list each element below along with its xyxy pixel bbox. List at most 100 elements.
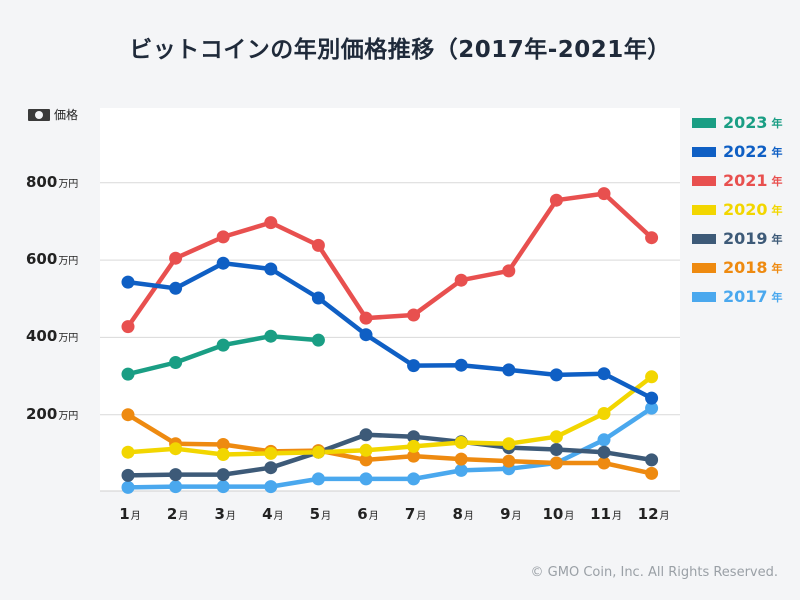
data-point-2021 — [454, 273, 468, 287]
data-point-2023 — [311, 333, 325, 347]
data-point-2018 — [407, 449, 421, 463]
data-point-2017 — [597, 433, 611, 447]
x-tick-label: 7月 — [404, 505, 427, 523]
series-line-2019 — [125, 432, 654, 478]
data-point-2023 — [121, 367, 135, 381]
data-point-2022 — [121, 275, 135, 289]
legend-year: 2019 — [723, 229, 768, 248]
data-point-2019 — [121, 468, 135, 482]
legend-unit: 年 — [771, 232, 783, 246]
data-point-2022 — [597, 367, 611, 381]
copyright-notice: © GMO Coin, Inc. All Rights Reserved. — [530, 565, 778, 580]
y-axis-label-text: 価格 — [54, 108, 79, 122]
data-point-2019 — [549, 443, 563, 456]
legend-item-2017: 2017 年 — [692, 282, 783, 311]
x-tick-label: 9月 — [500, 505, 522, 523]
data-point-2020 — [454, 436, 468, 449]
data-point-2020 — [216, 448, 230, 461]
legend-item-2018: 2018 年 — [692, 253, 783, 282]
data-point-2020 — [549, 430, 563, 444]
y-tick-label: 200万円 — [26, 404, 79, 423]
legend-unit: 年 — [771, 203, 783, 217]
legend-unit: 年 — [771, 145, 783, 159]
data-point-2018 — [359, 453, 373, 467]
data-point-2022 — [502, 363, 516, 377]
money-icon — [28, 108, 50, 121]
data-point-2022 — [311, 291, 325, 305]
legend-swatch — [692, 175, 716, 186]
legend-item-2022: 2022 年 — [692, 137, 783, 166]
legend-year: 2018 — [723, 258, 768, 277]
data-point-2018 — [549, 456, 563, 470]
data-point-2021 — [645, 231, 659, 245]
y-tick-label: 600万円 — [26, 250, 79, 269]
data-point-2017 — [169, 480, 183, 494]
legend-unit: 年 — [771, 174, 783, 188]
data-point-2018 — [121, 408, 135, 422]
data-point-2017 — [121, 480, 135, 494]
data-point-2020 — [359, 443, 373, 457]
legend-unit: 年 — [771, 290, 783, 304]
data-point-2021 — [121, 320, 135, 334]
data-point-2017 — [645, 401, 659, 415]
data-point-2020 — [502, 437, 516, 451]
data-point-2019 — [216, 468, 230, 482]
y-tick-label: 400万円 — [26, 327, 79, 346]
data-point-2022 — [549, 368, 563, 382]
data-point-2017 — [311, 472, 325, 486]
legend-swatch — [692, 262, 716, 273]
legend-item-2021: 2021 年 — [692, 166, 783, 195]
x-tick-label: 10月 — [542, 505, 575, 523]
data-point-2021 — [359, 311, 373, 325]
series-line-2020 — [125, 374, 654, 457]
data-point-2020 — [311, 445, 325, 459]
x-tick-label: 1月 — [119, 505, 141, 523]
chart-title: ビットコインの年別価格推移（2017年‐2021年） — [129, 37, 671, 63]
data-point-2021 — [169, 251, 183, 265]
series-line-2021 — [125, 191, 654, 329]
data-point-2017 — [216, 480, 230, 494]
x-tick-label: 8月 — [452, 505, 474, 523]
y-axis-label: 価格 — [28, 106, 78, 123]
data-point-2021 — [502, 264, 516, 278]
legend-item-2020: 2020 年 — [692, 195, 783, 224]
series-line-2022 — [125, 260, 654, 401]
series-line-2018 — [125, 412, 654, 476]
legend-year: 2022 — [723, 142, 768, 161]
legend-unit: 年 — [771, 261, 783, 275]
legend-swatch — [692, 146, 716, 157]
data-point-2023 — [169, 356, 183, 369]
data-point-2020 — [121, 445, 135, 459]
data-point-2020 — [169, 442, 183, 456]
legend-item-2023: 2023 年 — [692, 108, 783, 137]
data-point-2018 — [502, 454, 516, 468]
legend-swatch — [692, 291, 716, 302]
data-point-2020 — [645, 370, 659, 384]
x-tick-label: 3月 — [214, 505, 236, 523]
data-point-2019 — [169, 468, 183, 482]
data-point-2022 — [407, 359, 421, 373]
data-point-2020 — [264, 446, 278, 460]
legend-year: 2023 — [723, 113, 768, 132]
data-point-2017 — [359, 472, 373, 486]
legend: 2023 年 2022 年 2021 年 2020 年 2019 年 2018 年 2017 年 — [692, 108, 783, 311]
legend-swatch — [692, 233, 716, 244]
x-tick-label: 12月 — [637, 505, 670, 523]
x-tick-label: 6月 — [357, 505, 379, 523]
data-point-2021 — [311, 238, 325, 252]
data-point-2019 — [359, 428, 373, 442]
data-point-2021 — [549, 193, 563, 207]
x-tick-label: 2月 — [166, 505, 189, 523]
data-point-2020 — [597, 407, 611, 420]
data-point-2022 — [216, 256, 230, 270]
data-point-2017 — [264, 480, 278, 494]
data-point-2017 — [454, 463, 468, 477]
data-point-2022 — [264, 262, 278, 276]
data-point-2019 — [645, 453, 659, 467]
data-point-2023 — [264, 329, 278, 343]
data-point-2021 — [407, 308, 421, 322]
plot-area — [100, 108, 680, 491]
legend-swatch — [692, 117, 716, 128]
legend-year: 2017 — [723, 287, 768, 306]
